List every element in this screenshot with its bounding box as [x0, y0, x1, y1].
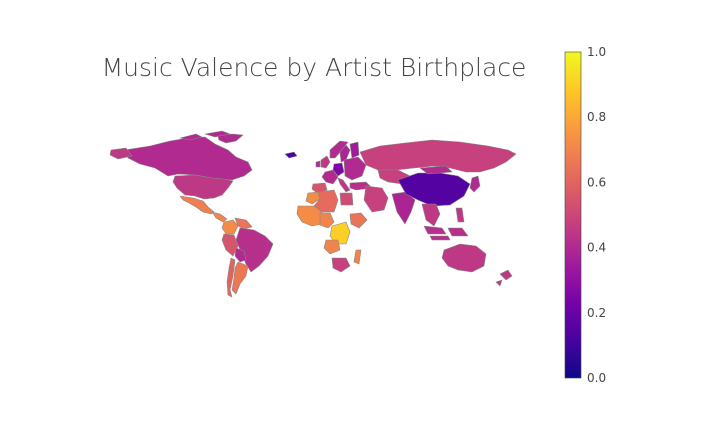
- colorbar-gradient: [564, 51, 582, 379]
- region-indonesia[interactable]: [447, 227, 469, 237]
- region-greenland[interactable]: [217, 133, 244, 144]
- colorbar-tick-label: 0.4: [587, 241, 606, 255]
- region-algeria[interactable]: [313, 189, 339, 213]
- region-united-states[interactable]: [109, 147, 133, 160]
- region-sweden[interactable]: [339, 144, 351, 163]
- region-madagascar[interactable]: [353, 249, 362, 265]
- region-mongolia[interactable]: [419, 165, 453, 175]
- colorbar-tick-label: 0.6: [587, 175, 606, 189]
- region-philippines[interactable]: [455, 207, 465, 223]
- region-ethiopia[interactable]: [349, 212, 368, 229]
- region-indonesia[interactable]: [429, 235, 451, 241]
- region-united-states[interactable]: [172, 174, 234, 200]
- region-congo[interactable]: [329, 221, 351, 245]
- colorbar-tick-label: 1.0: [587, 45, 606, 59]
- region-canada[interactable]: [124, 136, 253, 181]
- region-angola[interactable]: [323, 239, 341, 255]
- region-nigeria[interactable]: [319, 212, 335, 229]
- region-mexico[interactable]: [179, 195, 215, 215]
- region-indonesia[interactable]: [423, 225, 447, 235]
- region-argentina[interactable]: [231, 261, 249, 295]
- region-chile[interactable]: [226, 257, 236, 298]
- region-new-zealand[interactable]: [495, 279, 503, 287]
- region-italy[interactable]: [337, 177, 351, 193]
- region-middle-east[interactable]: [363, 185, 389, 213]
- region-canada[interactable]: [179, 133, 203, 141]
- region-central-america[interactable]: [211, 211, 228, 223]
- region-germany[interactable]: [332, 162, 345, 177]
- region-eastern-europe[interactable]: [343, 156, 367, 181]
- region-united-kingdom[interactable]: [320, 155, 331, 169]
- region-morocco[interactable]: [305, 191, 321, 205]
- region-ireland[interactable]: [315, 160, 321, 168]
- region-west-africa[interactable]: [296, 205, 323, 227]
- chart-title: Music Valence by Artist Birthplace: [102, 53, 527, 82]
- region-venezuela[interactable]: [234, 217, 253, 230]
- colorbar-tick-label: 0.2: [587, 306, 606, 320]
- colorbar-ticks: 0.0 0.2 0.4 0.6 0.8 1.0: [587, 45, 606, 385]
- region-southeast-asia[interactable]: [421, 203, 441, 227]
- colorbar: 0.0 0.2 0.4 0.6 0.8 1.0: [564, 45, 606, 385]
- world-map[interactable]: [109, 130, 517, 298]
- region-south-africa[interactable]: [331, 257, 351, 273]
- region-finland[interactable]: [349, 141, 360, 159]
- region-iceland[interactable]: [284, 151, 298, 159]
- colorbar-tick-label: 0.0: [587, 371, 606, 385]
- region-japan[interactable]: [469, 175, 481, 193]
- region-brazil[interactable]: [235, 227, 274, 273]
- region-australia[interactable]: [441, 243, 487, 273]
- region-egypt[interactable]: [339, 192, 354, 206]
- region-bolivia[interactable]: [234, 247, 247, 263]
- region-new-zealand[interactable]: [499, 269, 513, 281]
- colorbar-tick-label: 0.8: [587, 110, 606, 124]
- region-peru[interactable]: [221, 233, 239, 257]
- region-colombia[interactable]: [221, 219, 239, 235]
